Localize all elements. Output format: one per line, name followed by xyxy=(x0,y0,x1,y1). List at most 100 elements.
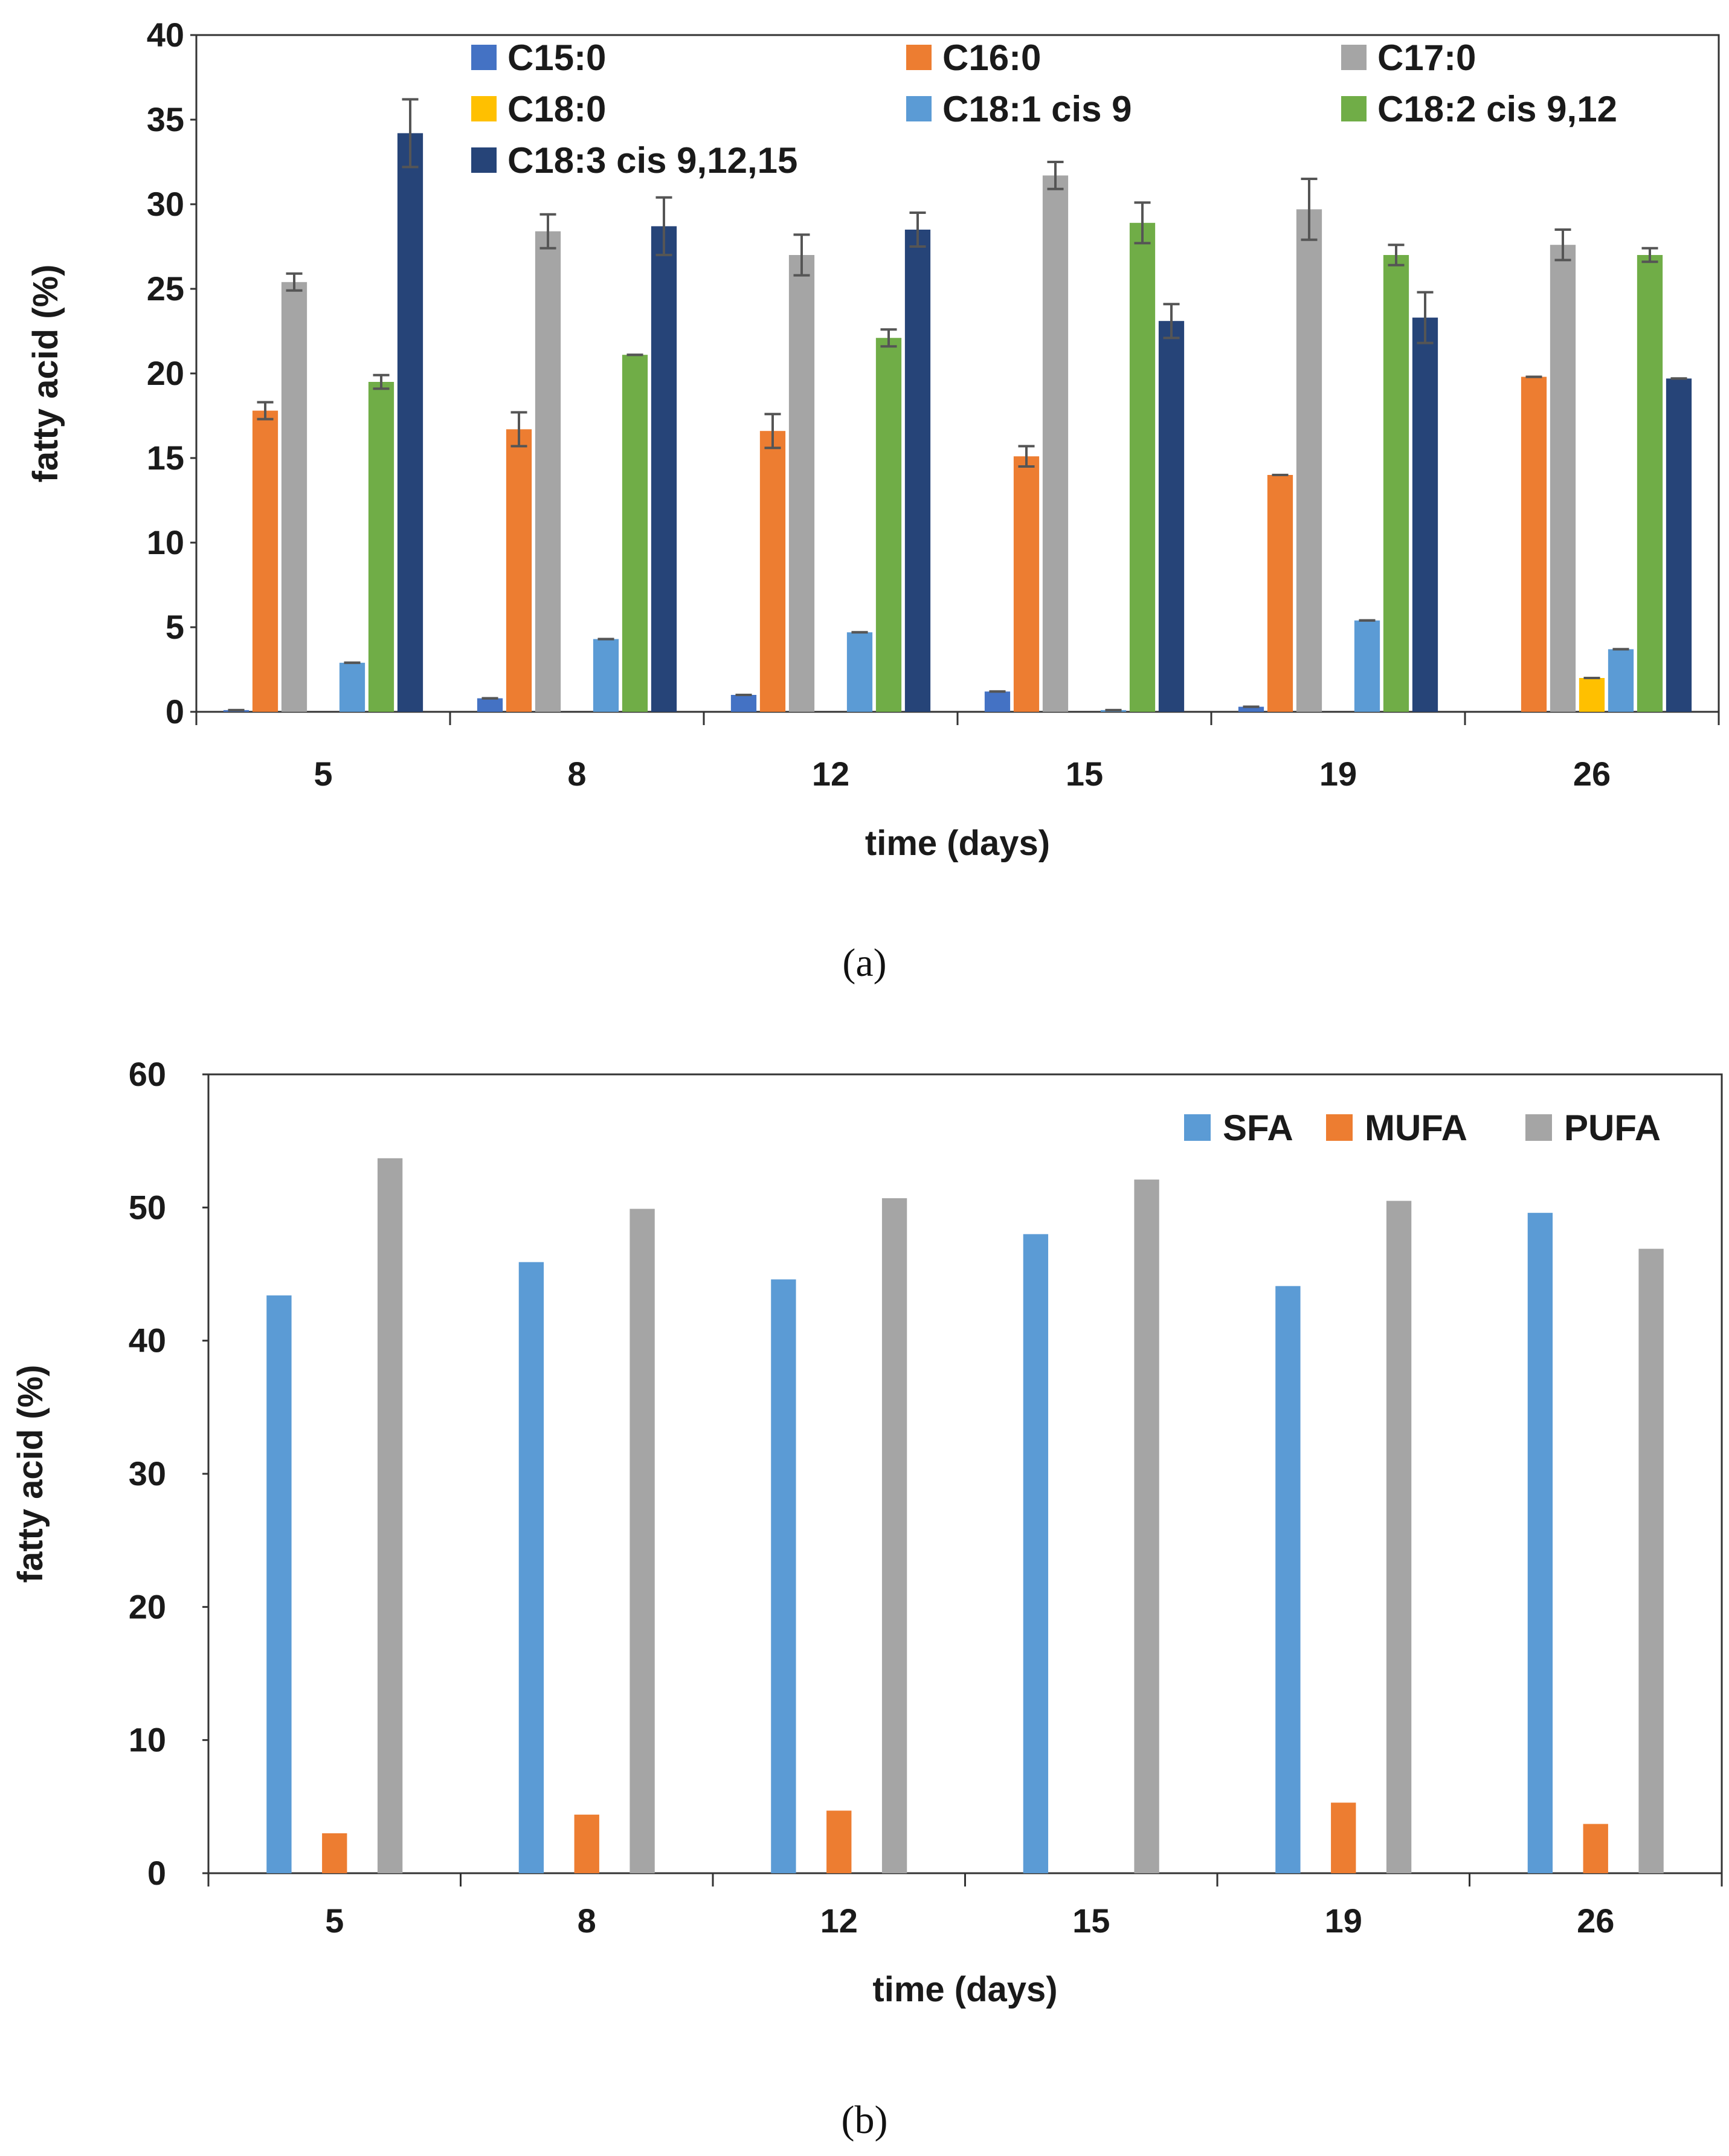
bar-mufa-day-26 xyxy=(1583,1824,1608,1873)
bar-c18-1-cis-9-day-12 xyxy=(846,632,873,712)
chart-panel-b: 0 10 20 30 40 50 60 5 8 12 15 19 26 SFA MUFA PUFA time (… xyxy=(11,1055,1723,2142)
plot-frame xyxy=(195,34,1720,713)
bar-pufa-day-5 xyxy=(377,1158,403,1873)
legend-label: C15:0 xyxy=(507,37,606,78)
bar-pufa-day-26 xyxy=(1638,1248,1664,1873)
bar-c17-0-day-5 xyxy=(281,282,307,712)
y-tick-label: 35 xyxy=(147,100,184,138)
x-tick-label: 19 xyxy=(1319,755,1357,793)
x-tick-label: 26 xyxy=(1573,755,1611,793)
bar-mufa-day-12 xyxy=(826,1810,852,1873)
bar-c18-3-cis-9-12-15-day-8 xyxy=(651,226,677,712)
y-tick-label: 30 xyxy=(147,185,184,223)
x-tick-label: 5 xyxy=(314,755,332,793)
x-tick-label: 8 xyxy=(567,755,586,793)
bar-c18-2-cis-9-12-day-26 xyxy=(1637,255,1663,712)
x-tick-label: 8 xyxy=(578,1902,596,1940)
bar-c18-3-cis-9-12-15-day-26 xyxy=(1666,378,1692,712)
bar-c18-3-cis-9-12-15-day-5 xyxy=(397,133,423,712)
legend-swatch xyxy=(471,96,497,121)
legend-swatch xyxy=(1341,96,1367,121)
bar-c18-3-cis-9-12-15-day-19 xyxy=(1412,317,1438,712)
bar-c18-3-cis-9-12-15-day-12 xyxy=(904,230,931,712)
bar-c16-0-day-8 xyxy=(506,429,532,712)
legend-label: C18:2 cis 9,12 xyxy=(1377,89,1617,129)
legend-label: PUFA xyxy=(1564,1108,1661,1148)
bar-c18-0-day-26 xyxy=(1579,678,1605,712)
bar-c18-1-cis-9-day-19 xyxy=(1354,620,1380,712)
legend-swatch xyxy=(906,45,932,70)
bar-mufa-day-19 xyxy=(1331,1803,1356,1873)
y-tick-label: 20 xyxy=(147,354,184,392)
x-tick-label: 12 xyxy=(812,755,849,793)
bar-sfa-day-26 xyxy=(1527,1213,1553,1873)
y-tick-label: 50 xyxy=(129,1188,166,1226)
bar-c18-3-cis-9-12-15-day-15 xyxy=(1158,321,1185,712)
bar-c15-0-day-12 xyxy=(730,695,757,712)
x-axis-title: time (days) xyxy=(872,1970,1057,2009)
legend-swatch xyxy=(1184,1114,1211,1141)
legend-swatch xyxy=(1525,1114,1552,1141)
bar-pufa-day-12 xyxy=(881,1198,907,1873)
legend-label: MUFA xyxy=(1365,1108,1467,1148)
bar-sfa-day-8 xyxy=(518,1262,544,1873)
bar-c18-1-cis-9-day-5 xyxy=(339,662,365,712)
bar-c16-0-day-26 xyxy=(1521,376,1547,712)
x-axis-title: time (days) xyxy=(865,824,1050,863)
bar-sfa-day-15 xyxy=(1023,1234,1049,1873)
y-tick-label: 10 xyxy=(129,1721,166,1759)
x-tick-label: 12 xyxy=(820,1902,858,1940)
y-tick-label: 20 xyxy=(129,1587,166,1625)
plot-frame xyxy=(207,1073,1723,1874)
bar-sfa-day-19 xyxy=(1275,1286,1301,1873)
legend-swatch xyxy=(471,45,497,70)
y-tick-label: 30 xyxy=(129,1454,166,1493)
y-tick-label: 10 xyxy=(147,523,184,561)
x-tick-label: 15 xyxy=(1072,1902,1110,1940)
bar-c18-2-cis-9-12-day-19 xyxy=(1383,255,1409,712)
legend-label: C18:0 xyxy=(507,89,606,129)
bar-c16-0-day-12 xyxy=(759,431,786,712)
x-tick-label: 19 xyxy=(1325,1902,1362,1940)
bar-mufa-day-8 xyxy=(574,1815,599,1873)
bar-c16-0-day-19 xyxy=(1267,475,1293,712)
bar-c18-1-cis-9-day-8 xyxy=(593,639,619,712)
y-tick-label: 15 xyxy=(147,439,184,477)
bar-sfa-day-5 xyxy=(266,1295,292,1873)
bar-c15-0-day-15 xyxy=(984,691,1011,712)
bar-c16-0-day-5 xyxy=(252,410,279,712)
bar-pufa-day-15 xyxy=(1134,1180,1159,1873)
x-tick-label: 26 xyxy=(1577,1902,1614,1940)
bar-c18-2-cis-9-12-day-5 xyxy=(368,382,394,712)
y-tick-label: 60 xyxy=(129,1055,166,1093)
bar-c18-1-cis-9-day-26 xyxy=(1608,649,1634,712)
y-tick-label: 0 xyxy=(166,692,184,731)
bar-c16-0-day-15 xyxy=(1013,456,1040,712)
legend-swatch xyxy=(1326,1114,1353,1141)
legend-swatch xyxy=(1341,45,1367,70)
bar-c17-0-day-19 xyxy=(1296,209,1322,712)
y-tick-label: 40 xyxy=(147,16,184,54)
bar-c17-0-day-15 xyxy=(1042,175,1069,712)
chart-panel-a: 0 5 10 15 20 25 30 35 40 5 8 12 15 19 26 C15:0 C16:0 C17:… xyxy=(26,16,1720,985)
bar-c17-0-day-26 xyxy=(1550,245,1576,712)
y-axis-title: fatty acid (%) xyxy=(11,1365,50,1583)
bar-pufa-day-19 xyxy=(1386,1201,1412,1873)
bar-c15-0-day-19 xyxy=(1238,706,1264,712)
x-tick-label: 5 xyxy=(325,1902,344,1940)
legend-label: C18:1 cis 9 xyxy=(942,89,1132,129)
bar-c18-2-cis-9-12-day-15 xyxy=(1129,222,1156,712)
legend-swatch xyxy=(906,96,932,121)
bar-sfa-day-12 xyxy=(771,1279,796,1873)
bar-c15-0-day-8 xyxy=(477,698,503,712)
legend-label: C16:0 xyxy=(942,37,1041,78)
bar-c18-2-cis-9-12-day-12 xyxy=(875,338,902,712)
bar-c17-0-day-8 xyxy=(535,231,561,712)
y-tick-label: 40 xyxy=(129,1322,166,1360)
legend-label: C17:0 xyxy=(1377,37,1476,78)
legend-swatch xyxy=(471,147,497,173)
bar-mufa-day-5 xyxy=(322,1833,347,1873)
y-tick-label: 25 xyxy=(147,270,184,308)
